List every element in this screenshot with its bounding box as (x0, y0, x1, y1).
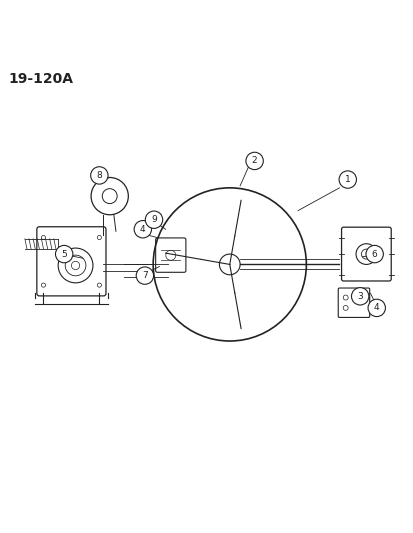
Circle shape (90, 167, 108, 184)
Text: 4: 4 (140, 225, 145, 234)
Text: 9: 9 (151, 215, 157, 224)
Text: 19-120A: 19-120A (8, 72, 73, 86)
Text: 6: 6 (371, 249, 377, 259)
Text: 4: 4 (373, 303, 379, 312)
Text: 1: 1 (344, 175, 350, 184)
Circle shape (338, 171, 356, 188)
Text: 8: 8 (96, 171, 102, 180)
Text: 7: 7 (142, 271, 147, 280)
Circle shape (136, 267, 153, 284)
Circle shape (351, 288, 368, 305)
Circle shape (145, 211, 162, 229)
Circle shape (245, 152, 263, 169)
Text: 2: 2 (251, 156, 257, 165)
Circle shape (365, 245, 382, 263)
Circle shape (367, 299, 385, 317)
Text: 3: 3 (356, 292, 362, 301)
Circle shape (55, 245, 73, 263)
Text: 5: 5 (61, 249, 67, 259)
Circle shape (134, 221, 151, 238)
